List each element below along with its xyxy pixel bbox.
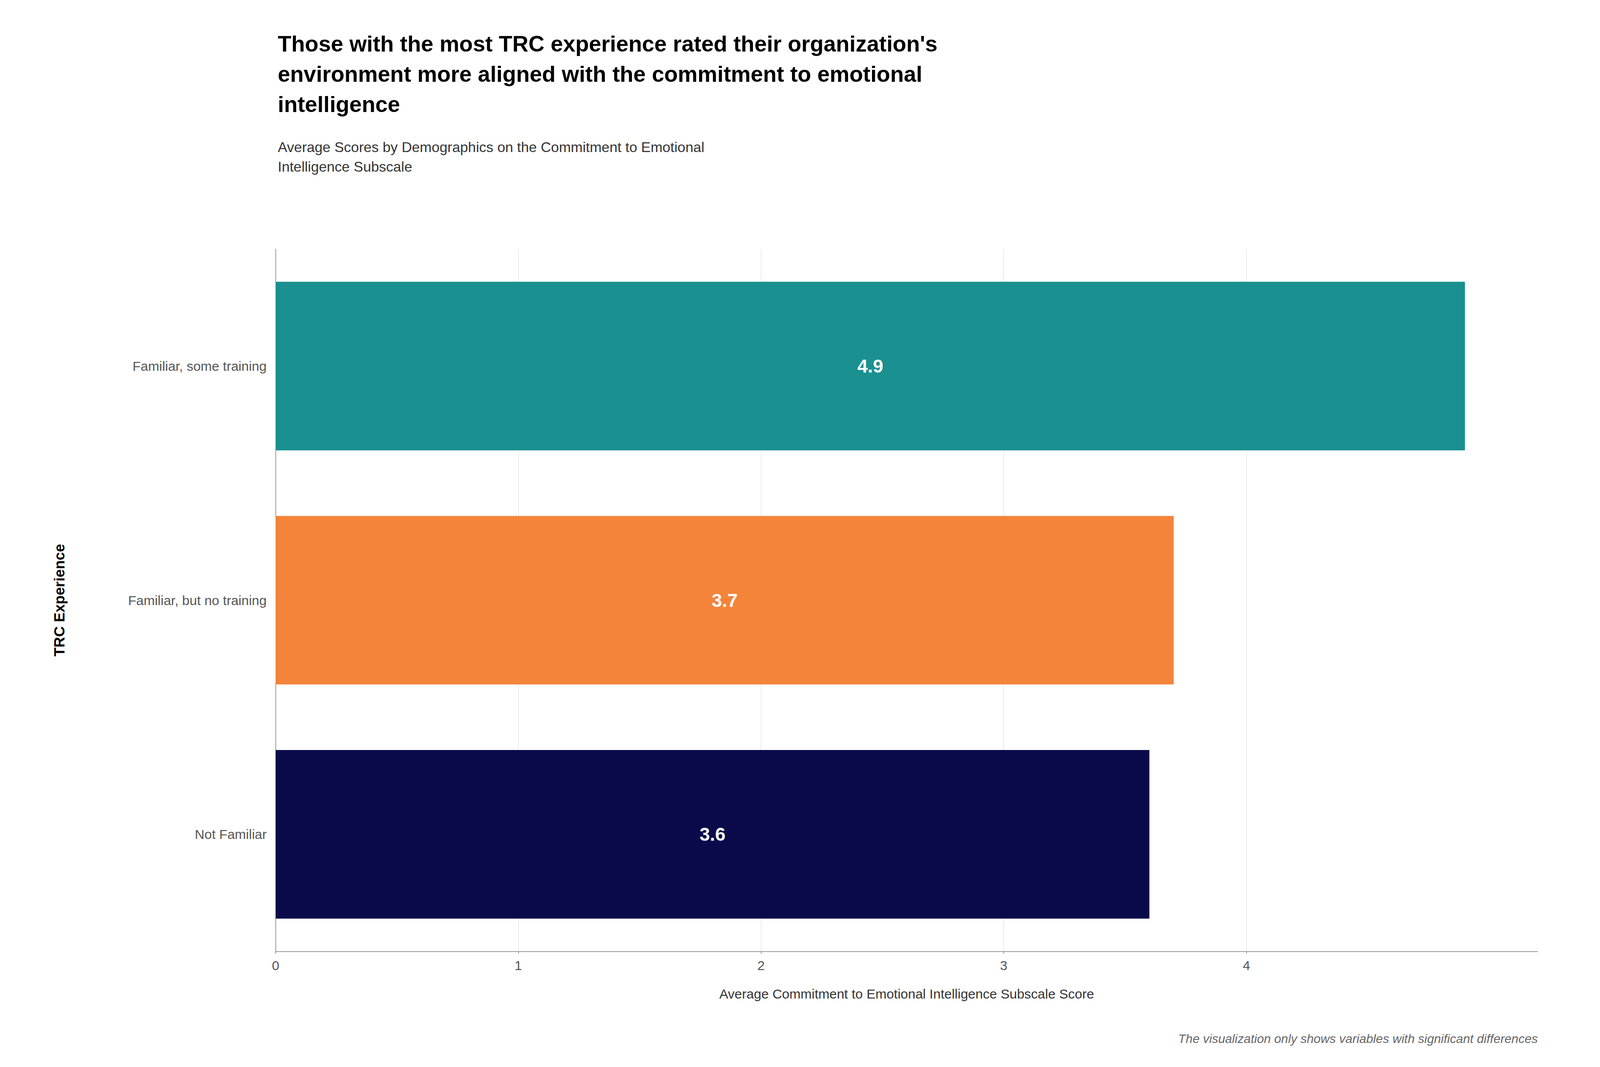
svg-text:TRC Experience: TRC Experience bbox=[51, 543, 68, 656]
svg-text:The visualization only shows v: The visualization only shows variables w… bbox=[1178, 1031, 1538, 1046]
svg-text:3.6: 3.6 bbox=[699, 823, 726, 845]
svg-text:Familiar, but no training: Familiar, but no training bbox=[128, 592, 267, 608]
svg-text:Those with the most TRC experi: Those with the most TRC experience rated… bbox=[277, 31, 938, 57]
svg-text:4: 4 bbox=[1242, 957, 1251, 973]
svg-text:environment more aligned with: environment more aligned with the commit… bbox=[277, 61, 923, 87]
svg-text:Familiar, some training: Familiar, some training bbox=[132, 358, 267, 374]
svg-text:3.7: 3.7 bbox=[711, 589, 738, 611]
svg-text:Intelligence Subscale: Intelligence Subscale bbox=[277, 158, 412, 175]
svg-text:Average Scores by Demographics: Average Scores by Demographics on the Co… bbox=[277, 139, 705, 156]
svg-text:intelligence: intelligence bbox=[277, 92, 400, 117]
svg-text:2: 2 bbox=[757, 957, 765, 973]
svg-text:1: 1 bbox=[514, 957, 523, 973]
svg-text:4.9: 4.9 bbox=[857, 355, 884, 377]
svg-text:Not Familiar: Not Familiar bbox=[194, 826, 267, 842]
svg-text:Average Commitment to Emotiona: Average Commitment to Emotional Intellig… bbox=[719, 986, 1094, 1001]
svg-text:0: 0 bbox=[272, 957, 280, 973]
svg-text:3: 3 bbox=[1000, 957, 1008, 973]
